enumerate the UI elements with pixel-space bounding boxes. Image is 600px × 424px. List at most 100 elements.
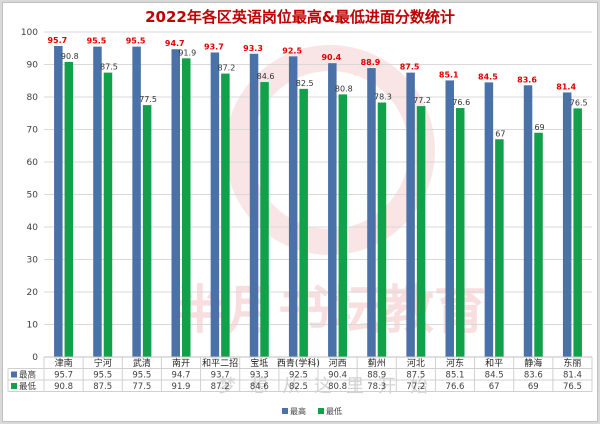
bar-min xyxy=(103,72,113,357)
table-cell-min: 67 xyxy=(489,382,500,392)
data-label-max: 92.5 xyxy=(282,46,302,55)
category-label: 河西 xyxy=(329,357,347,369)
data-label-max: 93.3 xyxy=(243,44,263,53)
bar-max xyxy=(249,53,259,358)
bar-min xyxy=(338,94,348,358)
category-label: 河东 xyxy=(446,357,464,369)
legend-swatch-min xyxy=(318,408,324,414)
table-cell-min: 78.3 xyxy=(367,382,386,392)
bar-min xyxy=(142,105,152,357)
data-label-min: 84.6 xyxy=(257,72,275,81)
category-label: 东丽 xyxy=(563,357,581,369)
table-row-header: 最高 xyxy=(19,370,36,381)
data-label-max: 85.1 xyxy=(439,70,459,79)
bar-min xyxy=(182,58,191,357)
data-label-max: 84.5 xyxy=(478,72,498,81)
data-label-min: 67 xyxy=(495,129,505,138)
data-label-min: 78.3 xyxy=(374,93,392,102)
table-cell-min: 84.6 xyxy=(250,382,269,392)
y-tick-label: 30 xyxy=(27,256,39,266)
data-label-max: 95.5 xyxy=(126,37,146,46)
table-cell-min: 87.5 xyxy=(93,382,112,392)
table-cell-max: 87.5 xyxy=(406,371,425,381)
data-label-min: 82.5 xyxy=(296,79,314,88)
table-cell-max: 81.4 xyxy=(563,371,582,381)
y-tick-label: 10 xyxy=(27,321,39,331)
table-cell-min: 80.8 xyxy=(328,382,347,392)
y-tick-label: 100 xyxy=(21,28,38,38)
table-row-header: 最低 xyxy=(19,381,37,392)
bar-min xyxy=(221,73,230,357)
table-cell-min: 90.8 xyxy=(54,382,73,392)
data-label-max: 88.9 xyxy=(361,58,381,67)
table-key-max xyxy=(11,371,17,378)
table-cell-max: 88.9 xyxy=(367,371,386,381)
legend-label-min: 最低 xyxy=(326,406,342,416)
category-label: 南开 xyxy=(172,357,190,369)
y-tick-label: 20 xyxy=(27,288,39,298)
bar-max xyxy=(445,80,454,358)
category-label: 蓟州 xyxy=(368,357,386,369)
category-label: 宝坻 xyxy=(250,357,268,369)
bar-min xyxy=(534,132,543,357)
data-label-min: 69 xyxy=(534,123,544,132)
bar-max xyxy=(328,63,337,357)
category-label: 西青(学科) xyxy=(277,357,320,369)
table-cell-max: 83.6 xyxy=(524,371,543,381)
legend-label-max: 最高 xyxy=(290,406,306,416)
category-label: 和平 xyxy=(485,358,503,369)
y-tick-label: 80 xyxy=(27,93,39,103)
category-label: 津南 xyxy=(55,357,73,369)
y-tick-label: 50 xyxy=(27,191,39,201)
y-tick-label: 90 xyxy=(27,61,39,71)
category-label: 和平二招 xyxy=(202,357,238,369)
table-cell-max: 95.7 xyxy=(54,371,73,381)
table-key-min xyxy=(11,383,17,389)
bar-max xyxy=(367,68,376,357)
table-cell-max: 95.5 xyxy=(132,371,151,381)
data-label-min: 76.5 xyxy=(570,98,588,107)
data-label-min: 87.5 xyxy=(100,63,118,72)
data-label-min: 77.2 xyxy=(413,96,431,105)
data-label-min: 91.9 xyxy=(178,48,196,57)
table-cell-max: 85.1 xyxy=(446,371,465,381)
bar-max xyxy=(132,46,141,357)
bar-max xyxy=(171,49,180,357)
table-cell-min: 76.6 xyxy=(446,382,465,392)
category-label: 宁河 xyxy=(94,357,112,369)
table-cell-max: 84.5 xyxy=(485,371,504,381)
table-cell-max: 92.5 xyxy=(289,371,308,381)
bar-max xyxy=(523,85,533,358)
bar-min xyxy=(573,108,582,357)
bar-max xyxy=(288,56,298,357)
bar-min xyxy=(456,108,465,357)
legend-swatch-max xyxy=(282,408,288,414)
bar-min xyxy=(299,88,308,357)
bar-min xyxy=(260,82,269,358)
data-label-max: 95.5 xyxy=(87,37,107,46)
bar-max xyxy=(484,82,494,357)
bar-min xyxy=(495,139,504,357)
table-cell-max: 93.3 xyxy=(250,371,269,381)
table-cell-min: 69 xyxy=(528,382,539,392)
y-tick-label: 40 xyxy=(27,223,39,233)
bar-max xyxy=(93,46,102,357)
bar-max xyxy=(406,72,415,357)
table-cell-min: 87.2 xyxy=(211,382,230,392)
data-label-min: 80.8 xyxy=(335,84,353,93)
bar-min xyxy=(377,102,387,358)
data-label-min: 87.2 xyxy=(217,64,235,73)
table-cell-min: 91.9 xyxy=(172,382,191,392)
table-cell-min: 82.5 xyxy=(289,382,308,392)
data-label-min: 77.5 xyxy=(139,95,157,104)
data-label-max: 87.5 xyxy=(400,63,420,72)
bar-max xyxy=(210,52,220,357)
bar-max xyxy=(562,92,572,357)
table-cell-min: 76.5 xyxy=(563,382,582,392)
data-label-max: 94.7 xyxy=(165,39,185,48)
table-cell-max: 95.5 xyxy=(93,371,112,381)
chart-title: 2022年各区英语岗位最高&最低进面分数统计 xyxy=(145,8,455,26)
table-cell-min: 77.5 xyxy=(132,382,151,392)
data-label-min: 76.6 xyxy=(452,98,470,107)
